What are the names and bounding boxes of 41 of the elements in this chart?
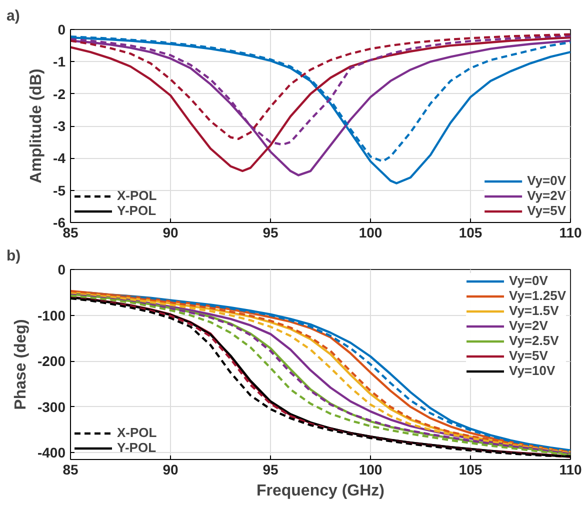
x-tick-label: 100 [358, 224, 382, 240]
legend-label: Vy=0V [509, 273, 548, 288]
x-tick-label: 90 [162, 462, 178, 478]
y-tick-label: -5 [53, 182, 66, 198]
y-tick-label: -4 [53, 150, 66, 166]
legend-label: Vy=0V [527, 173, 566, 188]
x-tick-label: 105 [458, 224, 482, 240]
legend-label: Vy=2V [527, 188, 566, 203]
x-axis-title: Frequency (GHz) [256, 482, 385, 500]
y-tick-label: -400 [37, 444, 66, 461]
legend-label: Vy=10V [509, 363, 556, 378]
x-tick-label: 85 [62, 462, 78, 478]
x-tick-label: 110 [559, 224, 582, 240]
legend-label: Vy=1.25V [509, 288, 566, 303]
legend-label: Vy=5V [527, 203, 566, 218]
legend-label: X-POL [117, 425, 157, 440]
x-tick-label: 95 [262, 462, 278, 478]
x-tick-label: 90 [162, 224, 178, 240]
y-tick-label: 0 [58, 22, 66, 38]
y-tick-label: 0 [58, 262, 66, 278]
chart-title: b) [6, 248, 21, 264]
y-tick-label: -2 [53, 86, 66, 102]
legend-label: Vy=5V [509, 348, 548, 363]
legend-label: Vy=2V [509, 318, 548, 333]
x-tick-label: 95 [262, 224, 278, 240]
legend-label: Y-POL [117, 440, 156, 455]
legend-label: Vy=1.5V [509, 303, 559, 318]
legend-label: X-POL [117, 188, 157, 203]
x-tick-label: 110 [559, 462, 582, 478]
legend-label: Vy=2.5V [509, 333, 559, 348]
y-axis-title: Amplitude (dB) [28, 68, 46, 184]
y-tick-label: -200 [37, 353, 66, 370]
x-tick-label: 105 [458, 462, 482, 478]
chart-title: a) [6, 8, 20, 24]
y-tick-label: -100 [37, 307, 66, 324]
y-tick-label: -1 [53, 54, 66, 70]
y-axis-title: Phase (deg) [12, 319, 30, 410]
legend-label: Y-POL [117, 203, 156, 218]
y-tick-label: -3 [53, 118, 66, 134]
x-tick-label: 100 [358, 462, 382, 478]
y-tick-label: -300 [37, 398, 66, 415]
